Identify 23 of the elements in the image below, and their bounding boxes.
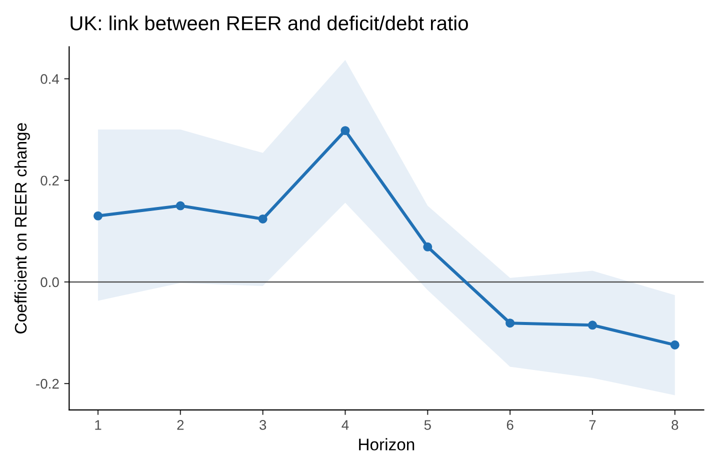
y-tick-label: 0.2	[40, 176, 59, 186]
x-tick-label: 2	[177, 420, 184, 430]
y-tick-label: 0.0	[40, 277, 59, 288]
x-tick-label: 1	[95, 420, 102, 430]
point	[176, 201, 185, 210]
x-tick-label: 3	[259, 420, 266, 430]
point	[93, 211, 103, 220]
x-tick-label: 8	[672, 420, 678, 430]
point	[506, 318, 515, 328]
x-axis-title: Horizon	[359, 438, 414, 450]
chart-title: UK: link between REER and deficit/debt ratio	[70, 16, 468, 30]
y-axis-title: Coefficient on REER change	[14, 123, 30, 334]
point	[258, 214, 268, 224]
y-tick-label: 0.4	[40, 74, 60, 84]
y-tick-label: -0.2	[36, 378, 59, 389]
x-tick-label: 5	[424, 420, 431, 430]
point	[670, 340, 680, 350]
point	[423, 242, 432, 252]
x-tick-label: 7	[589, 420, 596, 430]
x-tick-label: 4	[342, 420, 349, 430]
x-tick-label: 6	[506, 420, 514, 430]
point	[340, 126, 350, 136]
point	[588, 320, 597, 330]
